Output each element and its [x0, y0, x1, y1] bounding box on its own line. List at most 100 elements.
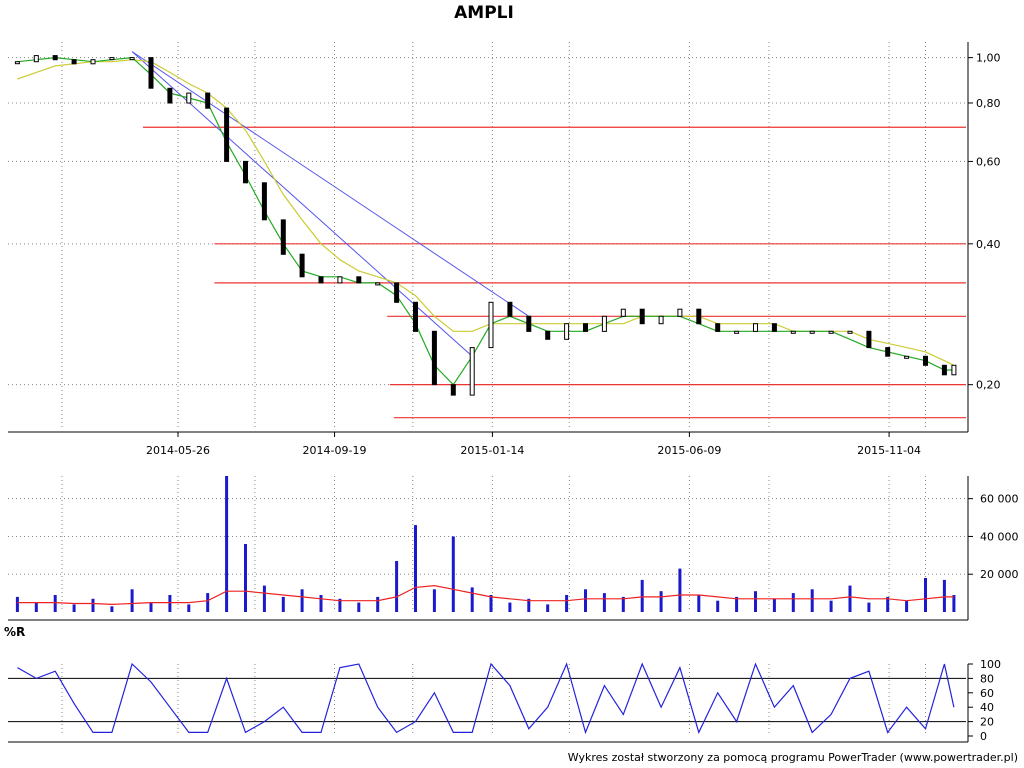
williams-r-line [17, 662, 955, 735]
candle-14 [280, 219, 286, 255]
volume-bar-44 [848, 585, 852, 612]
volume-bar-9 [187, 604, 191, 612]
price-y-tick-label: 1,00 [976, 52, 1001, 65]
candle-43 [828, 330, 834, 334]
volume-bar-42 [810, 589, 814, 612]
candle-7 [148, 57, 154, 89]
candle-6 [129, 57, 135, 61]
volume-bar-45 [867, 602, 871, 612]
candle-47 [904, 355, 910, 359]
volume-bar-10 [206, 593, 210, 612]
volume-bar-6 [130, 589, 134, 612]
volume-bar-39 [754, 591, 757, 612]
volume-bar-46 [886, 596, 890, 612]
candle-49 [941, 364, 947, 376]
volume-bar-18 [357, 602, 361, 612]
candle-27 [526, 315, 532, 332]
volume-bars [15, 476, 956, 612]
volume-bar-38 [735, 596, 739, 612]
candle-38 [734, 330, 740, 334]
candle-21 [413, 301, 418, 332]
wr-y-tick-label: 80 [980, 672, 994, 685]
volume-bar-1 [34, 602, 38, 612]
price-grid [8, 42, 966, 430]
volume-bar-34 [659, 591, 663, 612]
volume-bar-15 [300, 589, 304, 612]
volume-bar-41 [791, 593, 795, 612]
volume-bar-40 [772, 598, 776, 612]
volume-bar-49 [942, 579, 946, 612]
volume-bar-12 [244, 544, 247, 612]
candle-16 [318, 276, 324, 284]
candle-15 [299, 253, 305, 278]
volume-bar-7 [149, 602, 153, 612]
candle-13 [261, 182, 267, 221]
volume-bar-21 [414, 525, 417, 612]
candle-34 [658, 315, 664, 325]
candle-11 [224, 107, 230, 162]
volume-bar-0 [15, 596, 19, 612]
williams-r-series [17, 662, 955, 735]
candle-32 [620, 308, 626, 317]
price-y-tick-label: 0,40 [976, 238, 1001, 251]
volume-bar-17 [338, 598, 342, 612]
support-resistance-lines [142, 126, 966, 419]
candle-1 [33, 55, 39, 63]
candle-48 [923, 355, 928, 366]
volume-bar-43 [829, 600, 833, 612]
volume-bar-36 [697, 595, 701, 612]
candle-0 [14, 61, 20, 65]
volume-bar-32 [621, 596, 625, 612]
candle-25 [488, 301, 494, 349]
candle-26 [507, 301, 513, 317]
candle-22 [431, 330, 437, 386]
candle-24 [469, 347, 475, 396]
candle-37 [715, 323, 721, 332]
volume-bar-20 [395, 561, 399, 612]
volume-bar-3 [72, 604, 76, 612]
price-y-tick-label: 0,80 [976, 97, 1001, 110]
wr-y-tick-label: 20 [980, 716, 994, 729]
volume-bar-11 [225, 476, 229, 612]
volume-bar-47 [905, 600, 909, 612]
price-y-tick-label: 0,20 [976, 379, 1001, 392]
volume-bar-48 [924, 578, 927, 612]
volume-bar-28 [546, 604, 550, 612]
candle-45 [866, 330, 872, 349]
candle-17 [337, 276, 343, 284]
price-x-tick-label: 2015-01-14 [460, 444, 524, 457]
volume-bar-23 [451, 536, 455, 612]
wr-y-tick-label: 60 [980, 687, 994, 700]
volume-bar-25 [489, 595, 493, 612]
volume-bar-13 [262, 585, 266, 612]
volume-axes: 60 000 40 000 20 000 [8, 476, 1019, 621]
price-y-tick-label: 0,60 [976, 155, 1001, 168]
candle-31 [601, 315, 607, 332]
volume-bar-24 [470, 587, 474, 612]
candle-40 [771, 323, 777, 332]
volume-bar-50 [952, 595, 956, 612]
volume-bar-5 [110, 606, 114, 612]
volume-grid [8, 476, 966, 612]
candle-12 [243, 160, 248, 184]
volume-bar-16 [319, 595, 323, 612]
volume-bar-22 [432, 589, 436, 612]
volume-bar-33 [640, 579, 644, 612]
volume-bar-31 [602, 593, 606, 612]
candle-23 [450, 384, 456, 396]
trendline-1 [131, 51, 530, 317]
wr-y-tick-label: 100 [980, 658, 1001, 671]
candle-39 [753, 323, 758, 332]
volume-bar-4 [91, 598, 95, 612]
price-candles [14, 55, 957, 396]
candle-36 [696, 308, 702, 325]
candle-42 [809, 330, 815, 334]
volume-bar-37 [716, 600, 720, 612]
price-axes: 1,00 0,80 0,60 0,40 0,20 2014-05-26 2014-09-19… [8, 42, 1001, 457]
volume-y-tick-label: 20 000 [980, 568, 1019, 581]
price-x-tick-label: 2015-11-04 [857, 444, 921, 457]
wr-y-tick-label: 0 [980, 730, 987, 743]
candle-50 [951, 364, 957, 376]
